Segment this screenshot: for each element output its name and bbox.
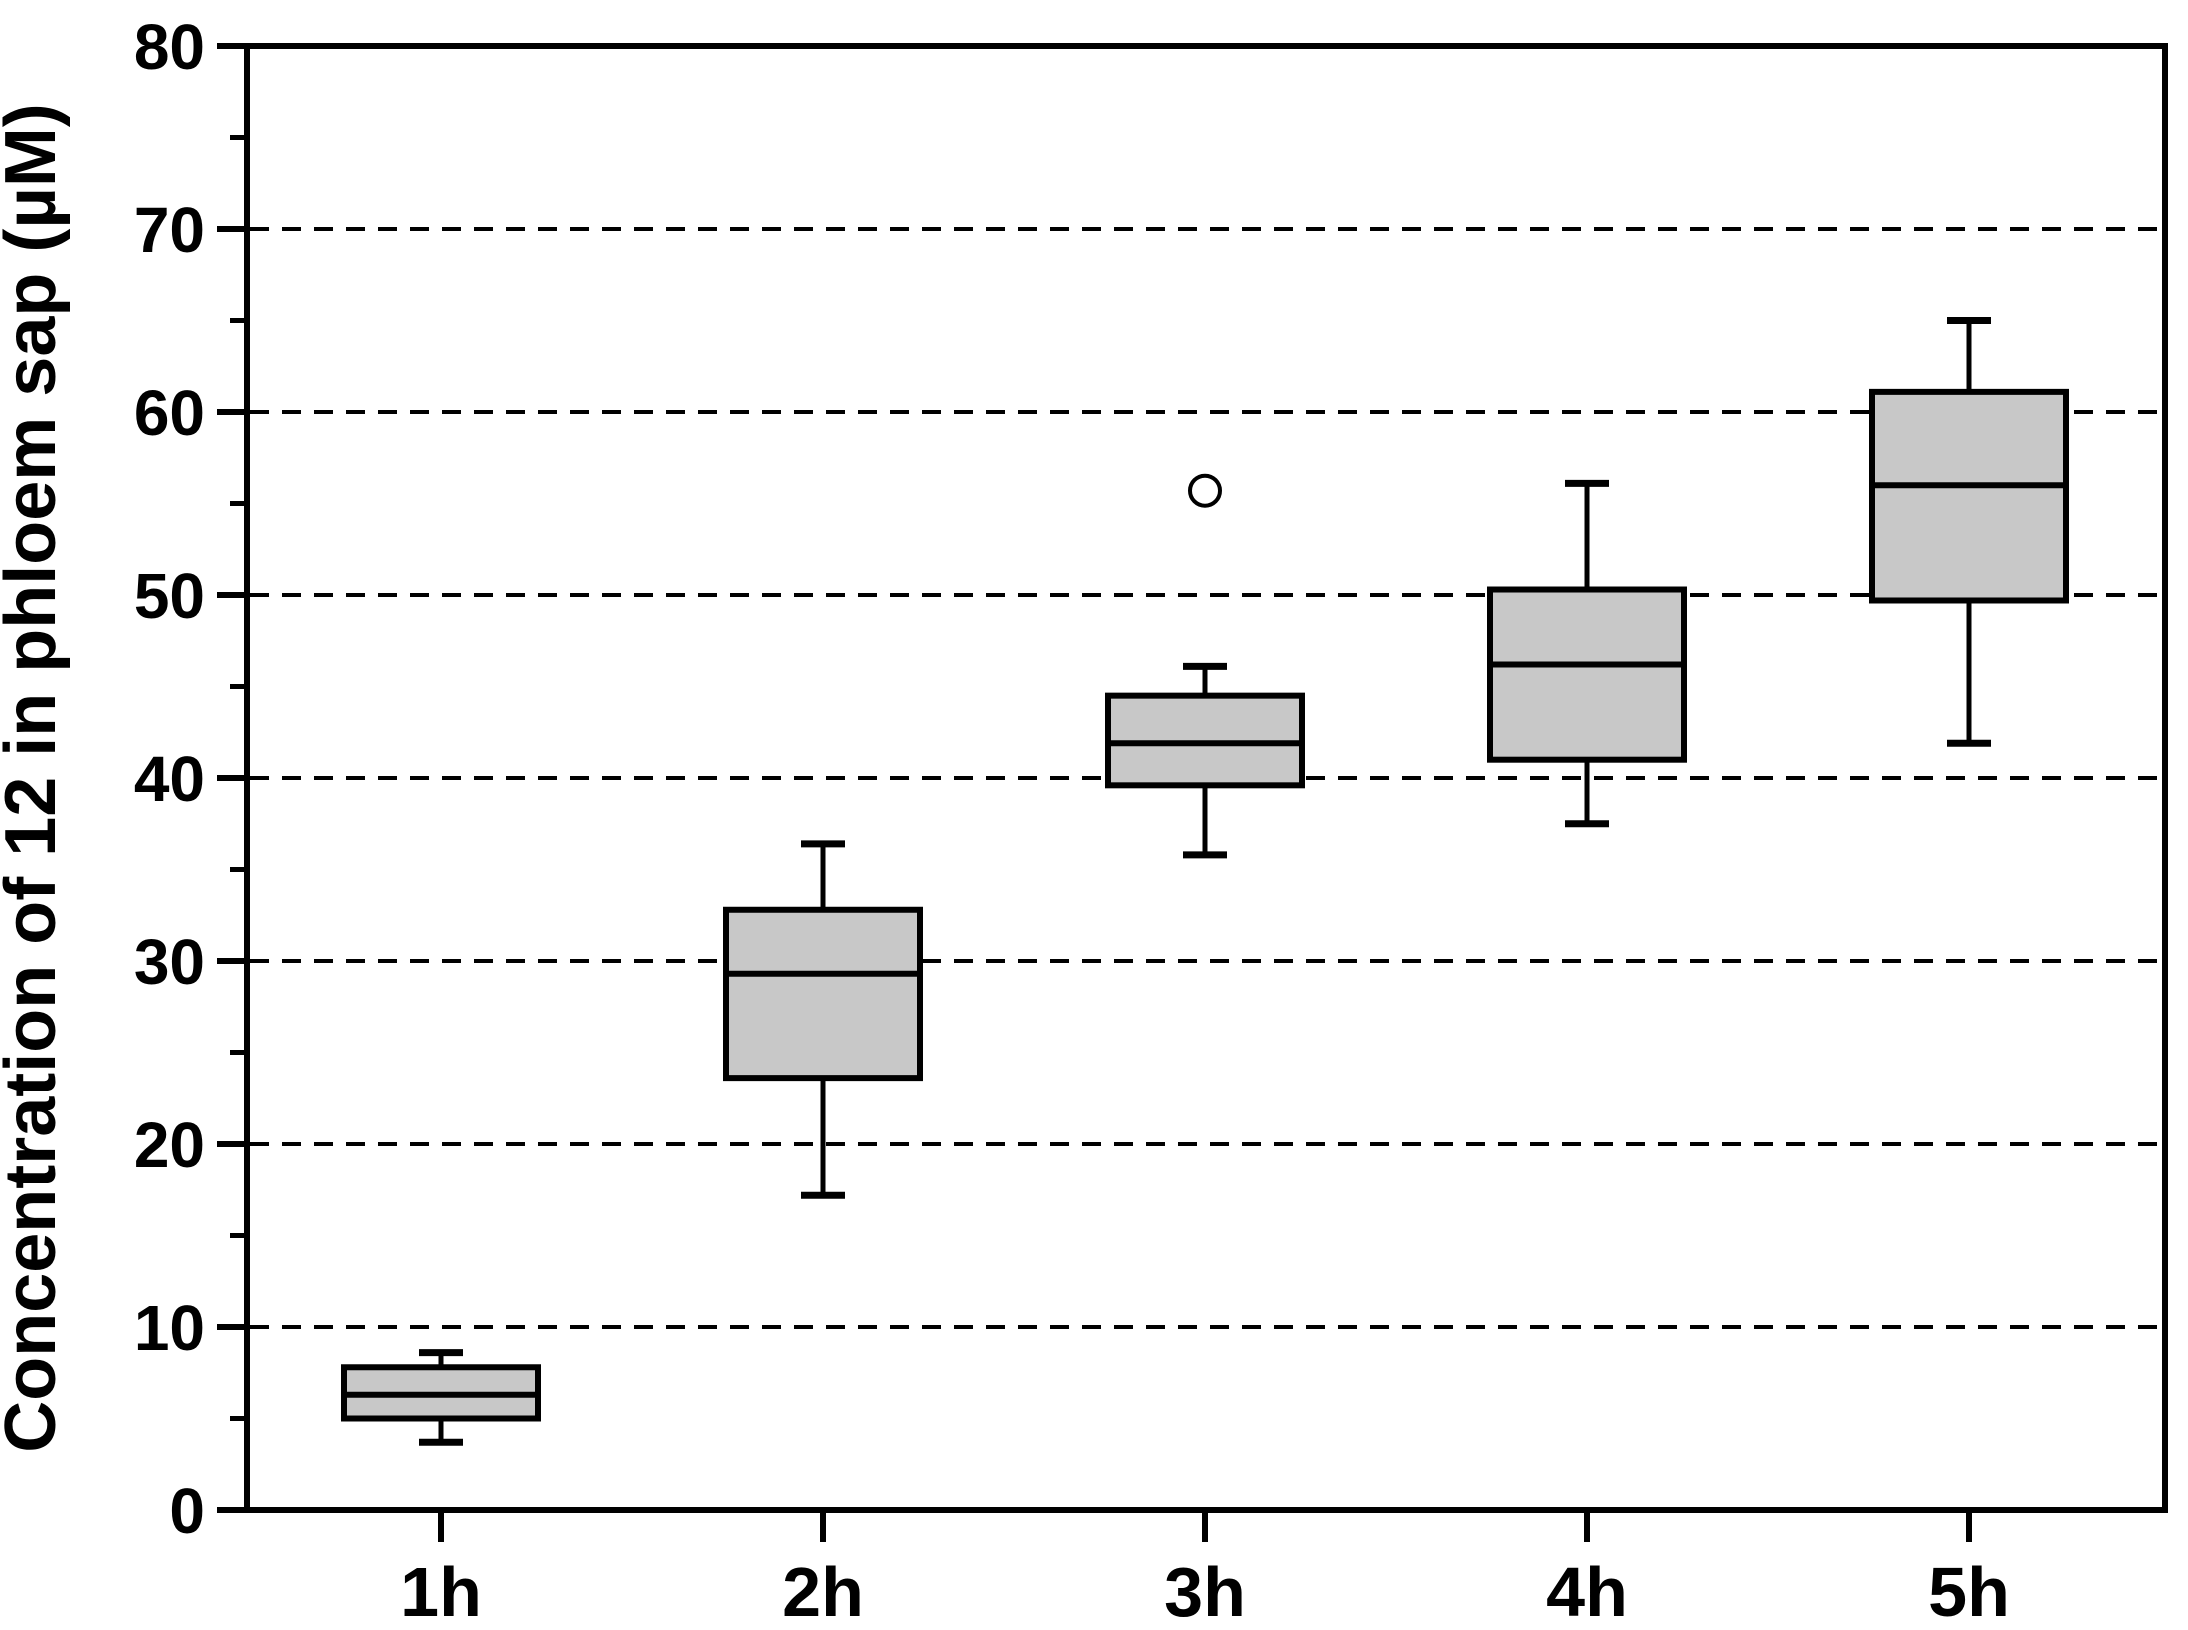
x-tick-label-4h: 4h (1546, 1553, 1628, 1630)
x-tick-label-5h: 5h (1928, 1553, 2010, 1630)
box-4h (1487, 586, 1687, 763)
y-tick-label-50: 50 (134, 560, 205, 632)
box-5h (1869, 388, 2069, 604)
y-tick-label-70: 70 (134, 194, 205, 266)
x-tick-label-1h: 1h (400, 1553, 482, 1630)
y-tick-label-40: 40 (134, 743, 205, 815)
y-tick-label-80: 80 (134, 11, 205, 83)
x-tick-label-3h: 3h (1164, 1553, 1246, 1630)
x-tick-label-2h: 2h (782, 1553, 864, 1630)
y-tick-label-60: 60 (134, 377, 205, 449)
y-tick-label-10: 10 (134, 1292, 205, 1364)
y-tick-label-0: 0 (169, 1475, 205, 1547)
y-tick-label-30: 30 (134, 926, 205, 998)
box-2h (723, 906, 923, 1082)
y-axis-title: Concentration of 12 in phloem sap (µM) (0, 103, 71, 1453)
outlier-marker-3h-0 (1188, 473, 1222, 508)
y-tick-label-20: 20 (134, 1109, 205, 1181)
